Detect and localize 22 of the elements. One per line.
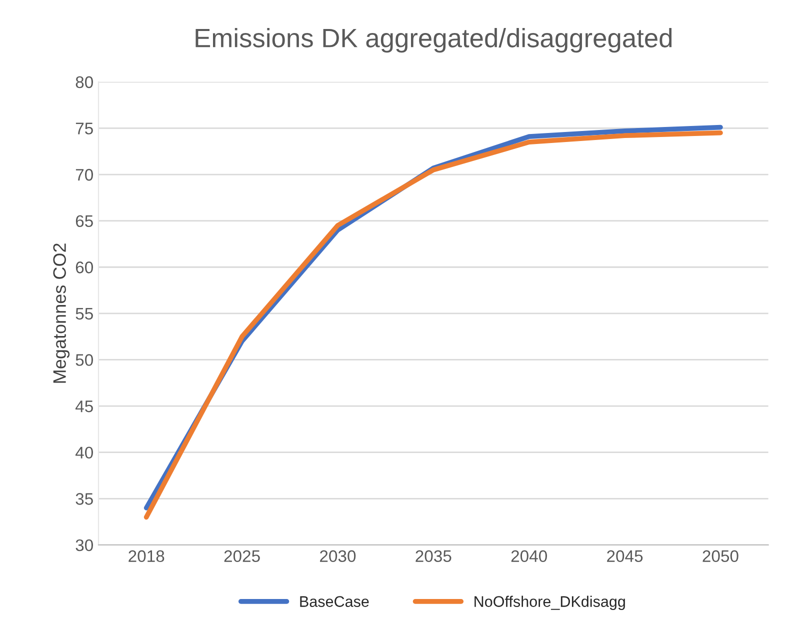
y-tick-label: 55 [76, 308, 93, 320]
x-tick-label: 2040 [511, 550, 547, 562]
y-tick-label: 35 [76, 493, 93, 505]
y-tick-label: 60 [76, 262, 93, 274]
x-tick-label: 2035 [416, 550, 452, 562]
y-tick-label: 80 [76, 76, 93, 88]
x-tick-label: 2030 [320, 550, 356, 562]
y-tick-label: 30 [76, 539, 93, 552]
x-tick-label: 2018 [128, 550, 164, 562]
x-tick-label: 2045 [607, 550, 643, 562]
y-tick-label: 65 [76, 215, 93, 228]
y-tick-label: 45 [75, 400, 93, 412]
y-tick-label: 40 [75, 446, 93, 459]
x-tick-label: 2050 [702, 550, 738, 562]
y-tick-label: 75 [76, 122, 93, 134]
legend-label: NoOffshore_DKdisagg [474, 596, 625, 610]
y-axis-title: Megatonnes CO2 [53, 244, 70, 383]
legend-label: BaseCase [300, 596, 369, 607]
chart-title: Emissions DK aggregated/disaggregated [196, 28, 672, 53]
x-tick-label: 2025 [224, 550, 260, 562]
y-tick-label: 70 [76, 168, 93, 181]
y-tick-label: 50 [76, 354, 93, 366]
